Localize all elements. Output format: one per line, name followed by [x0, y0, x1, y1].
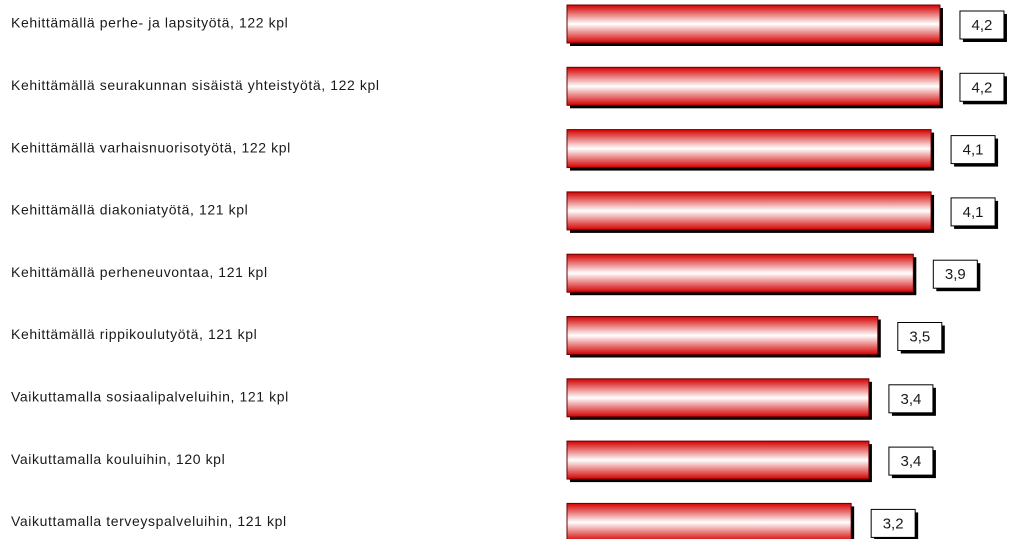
value-label: 4,1: [963, 142, 984, 159]
value-label: 4,1: [963, 204, 984, 221]
category-label: Vaikuttamalla sosiaalipalveluihin, 121 k…: [11, 389, 289, 405]
value-label: 4,2: [972, 79, 993, 96]
value-label: 3,2: [883, 515, 904, 532]
value-box: [870, 508, 916, 538]
bar: [566, 191, 932, 231]
value-box: [932, 259, 978, 289]
bar: [566, 316, 879, 355]
value-box: [950, 135, 996, 165]
category-label: Kehittämällä perheneuvontaa, 121 kpl: [11, 264, 268, 280]
bar: [566, 440, 870, 480]
value-label: 3,5: [909, 328, 930, 345]
category-label: Kehittämällä seurakunnan sisäistä yhteis…: [11, 77, 380, 93]
value-box: [959, 72, 1005, 102]
value-box: [897, 322, 943, 351]
bar: [566, 378, 870, 418]
value-label: 3,4: [900, 391, 921, 408]
category-label: Vaikuttamalla kouluihin, 120 kpl: [11, 451, 225, 467]
value-box: [959, 10, 1005, 40]
value-box: [888, 446, 934, 476]
value-box: [950, 197, 996, 227]
value-label: 3,4: [900, 453, 921, 470]
category-label: Kehittämällä varhaisnuorisotyötä, 122 kp…: [11, 139, 291, 155]
bar: [566, 253, 914, 293]
bar: [566, 4, 941, 44]
bar: [566, 129, 932, 169]
category-label: Vaikuttamalla terveyspalveluihin, 121 kp…: [11, 513, 287, 529]
value-label: 4,2: [972, 17, 993, 34]
bar: [566, 502, 852, 539]
value-label: 3,9: [945, 266, 966, 283]
category-label: Kehittämällä rippikoulutyötä, 121 kpl: [11, 326, 257, 342]
category-label: Kehittämällä perhe- ja lapsityötä, 122 k…: [11, 15, 288, 31]
bar: [566, 66, 941, 106]
value-box: [888, 384, 934, 414]
category-label: Kehittämällä diakoniatyötä, 121 kpl: [11, 202, 248, 218]
